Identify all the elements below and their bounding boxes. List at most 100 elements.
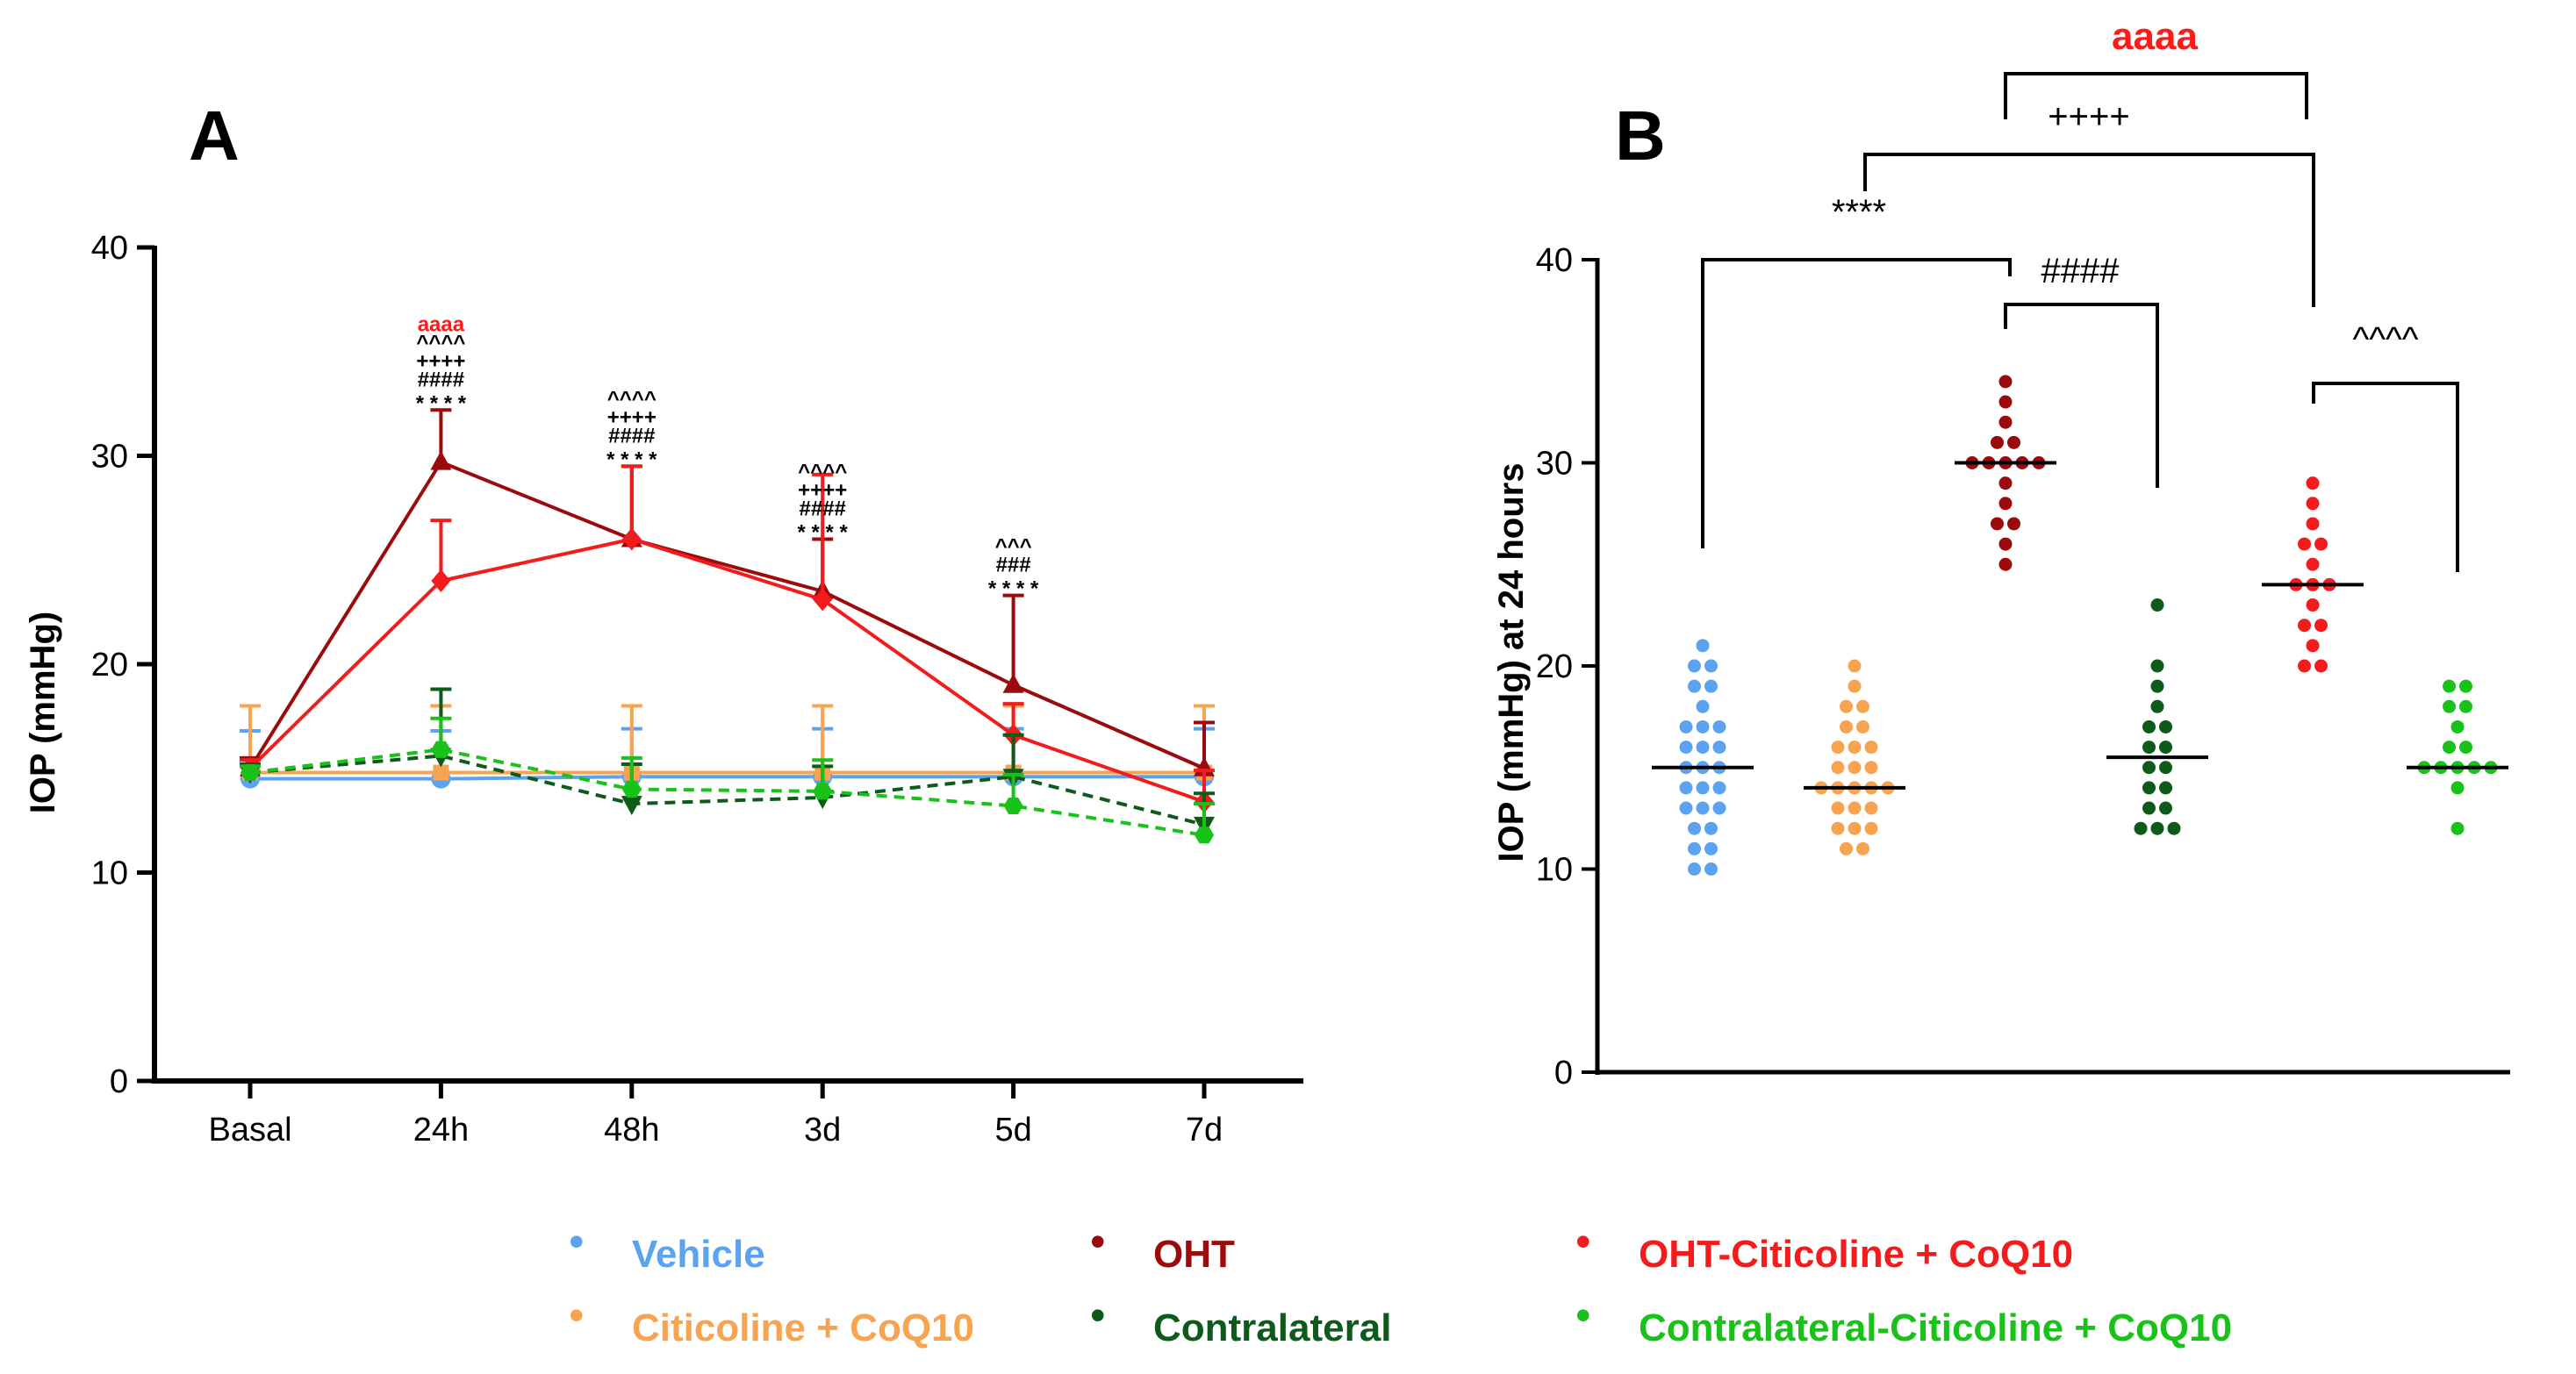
- series-contralateral: [240, 687, 1215, 836]
- series-oht_citicoline: [240, 464, 1215, 813]
- data-point-oht_citicoline: [2298, 537, 2311, 551]
- legend-item-oht_citicoline: • OHT-Citicoline + CoQ10: [1575, 1217, 2073, 1276]
- legend-label-citicoline_coq10: Citicoline + CoQ10: [632, 1306, 974, 1349]
- panel-a-x-tick-label: 24h: [413, 1112, 469, 1149]
- group-contra_citicoline: [2407, 679, 2508, 835]
- panel-a-annotation: * * * *: [798, 521, 849, 545]
- panel-a-annotation: ####: [800, 497, 846, 521]
- data-point-citicoline_coq10: [1848, 821, 1862, 835]
- marker-contralateral: [621, 796, 642, 816]
- data-point-oht: [1998, 497, 2013, 511]
- panel-a-y-tick-label: 0: [110, 1063, 128, 1100]
- data-point-vehicle: [1704, 841, 1718, 855]
- data-point-citicoline_coq10: [1840, 719, 1853, 734]
- marker-contra_citicoline: [1195, 827, 1214, 844]
- data-point-contralateral: [2150, 699, 2164, 713]
- data-point-vehicle: [1704, 862, 1718, 876]
- marker-oht_citicoline: [621, 527, 642, 551]
- panel-b-axes: 0 10 20 30 40: [1536, 242, 2510, 1091]
- data-point-vehicle: [1704, 659, 1718, 673]
- data-point-contralateral: [2142, 761, 2156, 775]
- group-vehicle: [1652, 639, 1754, 876]
- group-citicoline_coq10: [1804, 659, 1905, 855]
- marker-contra_citicoline: [813, 783, 833, 800]
- data-point-contralateral: [2150, 598, 2164, 612]
- group-oht_citicoline: [2262, 476, 2364, 673]
- panel-a-x-tick-label: Basal: [208, 1112, 291, 1149]
- data-point-vehicle: [1688, 821, 1701, 835]
- panel-b-y-tick-label: 10: [1536, 852, 1573, 889]
- data-point-oht: [1998, 375, 2013, 389]
- data-point-contralateral: [2134, 821, 2148, 835]
- panel-b-y-tick-label: 30: [1536, 446, 1573, 483]
- comparison-label: ++++: [2048, 97, 2129, 136]
- panel-a-series: [240, 408, 1215, 844]
- data-point-citicoline_coq10: [1840, 699, 1853, 713]
- panel-b-y-tick-label: 40: [1536, 242, 1573, 279]
- data-point-oht_citicoline: [2306, 639, 2320, 653]
- marker-oht: [430, 450, 452, 470]
- data-point-oht: [1998, 537, 2013, 551]
- data-point-oht: [1998, 395, 2013, 409]
- legend-bullet-contralateral: •: [1090, 1291, 1106, 1340]
- data-point-citicoline_coq10: [1856, 699, 1869, 713]
- panel-a-letter: A: [189, 97, 240, 175]
- data-point-citicoline_coq10: [1856, 841, 1869, 855]
- data-point-contralateral: [2150, 659, 2164, 673]
- panel-a-annotation: ^^^^: [798, 461, 847, 484]
- legend-item-vehicle: • Vehicle: [569, 1217, 765, 1276]
- legend-label-vehicle: Vehicle: [632, 1233, 765, 1276]
- panel-a-annotation: ^^^^: [607, 387, 657, 411]
- marker-oht: [1002, 673, 1024, 693]
- data-point-citicoline_coq10: [1864, 741, 1878, 755]
- data-point-vehicle: [1679, 801, 1693, 815]
- panel-b-y-tick-label: 0: [1554, 1055, 1573, 1091]
- panel-a-annotation: ++++: [798, 479, 847, 503]
- data-point-citicoline_coq10: [1848, 659, 1862, 673]
- series-oht: [240, 408, 1215, 776]
- panel-a-annotation: aaaa: [418, 312, 465, 336]
- data-point-contra_citicoline: [2443, 741, 2456, 755]
- data-point-vehicle: [1712, 741, 1726, 755]
- comparison-label: ####: [2041, 252, 2120, 290]
- data-point-oht_citicoline: [2314, 537, 2328, 551]
- data-point-contralateral: [2150, 821, 2164, 835]
- panel-a-y-tick-label: 40: [91, 230, 128, 267]
- comparison-bracket: [1701, 258, 2012, 548]
- data-point-contra_citicoline: [2459, 741, 2472, 755]
- comparison-label: aaaa: [2112, 15, 2198, 58]
- data-point-vehicle: [1712, 719, 1726, 734]
- data-point-contra_citicoline: [2459, 699, 2472, 713]
- data-point-oht: [1991, 517, 2004, 531]
- data-point-vehicle: [1679, 741, 1693, 755]
- data-point-vehicle: [1679, 719, 1693, 734]
- panel-a-annotation: * * * *: [988, 577, 1039, 601]
- series-vehicle: [240, 726, 1215, 789]
- data-point-contralateral: [2167, 821, 2181, 835]
- data-point-citicoline_coq10: [1864, 801, 1878, 815]
- data-point-contralateral: [2142, 741, 2156, 755]
- data-point-contra_citicoline: [2443, 699, 2456, 713]
- data-point-oht_citicoline: [2298, 659, 2311, 673]
- data-point-contralateral: [2142, 781, 2156, 795]
- legend-item-contra_citicoline: • Contralateral-Citicoline + CoQ10: [1575, 1291, 2232, 1349]
- data-point-contra_citicoline: [2450, 719, 2465, 734]
- panel-b: B IOP (mmHg) at 24 hours 0 10 20 30 40 aaaa +…: [1492, 15, 2510, 1091]
- panel-a-axes: 0 10 20 30 40 Basal 24h 48h 3d 5d 7d: [91, 230, 1303, 1149]
- panel-a-x-tick-label: 3d: [804, 1112, 841, 1149]
- legend-label-contralateral: Contralateral: [1153, 1306, 1391, 1349]
- legend-label-contra_citicoline: Contralateral-Citicoline + CoQ10: [1639, 1306, 2232, 1349]
- panel-a-x-tick-label: 7d: [1186, 1112, 1223, 1149]
- series-line-vehicle: [250, 775, 1204, 781]
- data-point-citicoline_coq10: [1864, 761, 1878, 775]
- series-contra_citicoline: [240, 716, 1215, 844]
- data-point-citicoline_coq10: [1831, 801, 1845, 815]
- marker-oht_citicoline: [431, 569, 451, 592]
- series-line-contra_citicoline: [249, 748, 1205, 837]
- data-point-vehicle: [1712, 781, 1726, 795]
- data-point-oht_citicoline: [2298, 619, 2311, 633]
- data-point-oht_citicoline: [2314, 619, 2328, 633]
- panel-a-annotations: * * * *####++++^^^^aaaa* * * *####++++^^…: [416, 312, 1039, 600]
- data-point-contra_citicoline: [2450, 781, 2465, 795]
